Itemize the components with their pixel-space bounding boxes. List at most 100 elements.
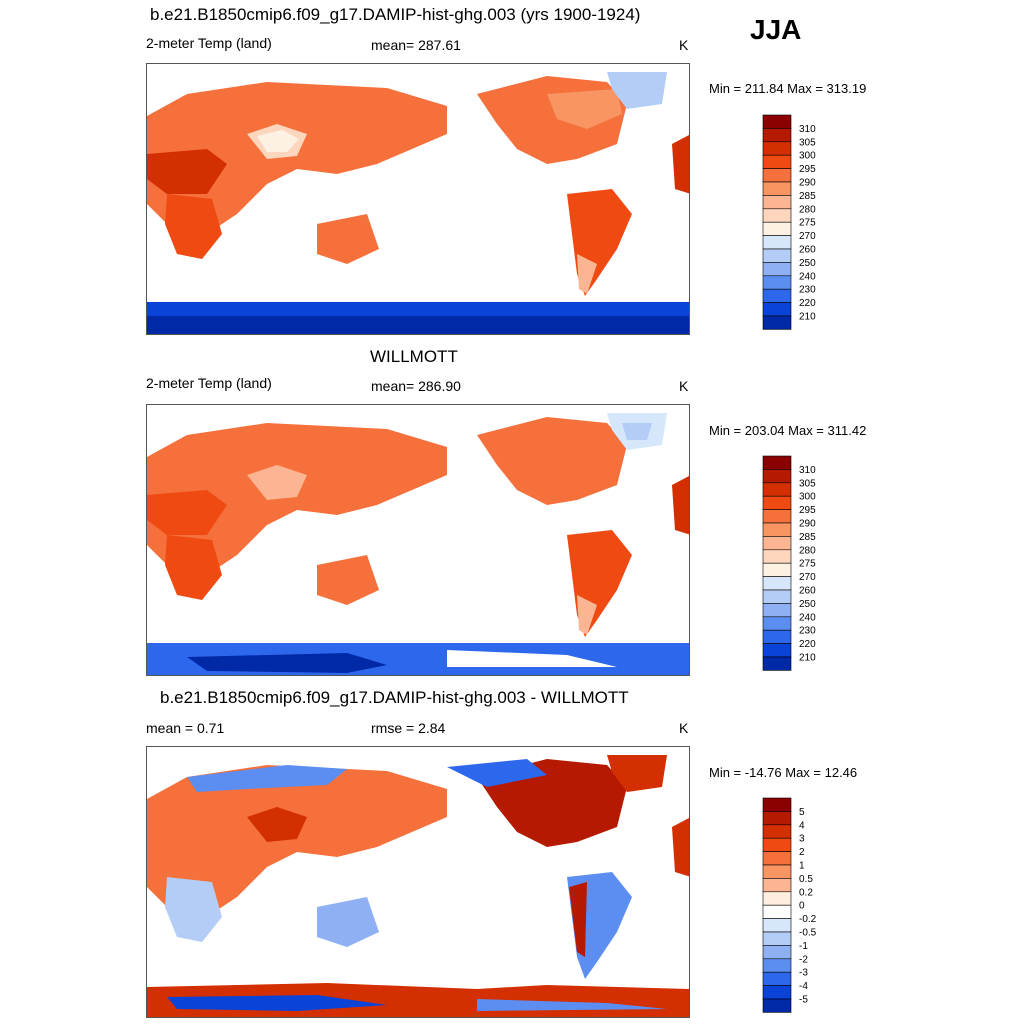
- panel-3-colorbar-swatch-3: [762, 837, 792, 852]
- panel-1-colorbar-swatch-14: [762, 302, 792, 317]
- panel-2-colorbar-label-10: 250: [799, 599, 816, 610]
- panel-2-colorbar-label-7: 275: [799, 559, 816, 570]
- panel-1-colorbar-label-1: 305: [799, 137, 816, 148]
- panel-3-colorbar-label-6: 0.2: [799, 887, 813, 898]
- panel-2-colorbar-label-2: 300: [799, 492, 816, 503]
- panel-1-minmax: Min = 211.84 Max = 313.19: [709, 81, 867, 96]
- panel-3-title: b.e21.B1850cmip6.f09_g17.DAMIP-hist-ghg.…: [160, 688, 629, 707]
- panel-1-colorbar-swatch-4: [762, 168, 792, 183]
- panel-2-map: [146, 404, 690, 676]
- panel-1-colorbar-label-10: 250: [799, 258, 816, 269]
- panel-2-colorbar-swatch-14: [762, 643, 792, 658]
- panel-1-units: K: [679, 37, 689, 53]
- panel-1-colorbar-label-12: 230: [799, 285, 816, 296]
- panel-1-map: [146, 63, 690, 335]
- panel-3-colorbar-label-11: -2: [799, 954, 808, 965]
- panel-2-colorbar-swatch-3: [762, 495, 792, 510]
- panel-2-colorbar-swatch-7: [762, 549, 792, 564]
- panel-3-colorbar-label-1: 4: [799, 820, 805, 831]
- panel-3-colorbar-swatch-12: [762, 958, 792, 973]
- panel-2-colorbar-swatch-8: [762, 562, 792, 577]
- panel-2-title: WILLMOTT: [370, 347, 458, 366]
- panel-1-colorbar-label-9: 260: [799, 245, 816, 256]
- panel-2-colorbar-swatch-15: [762, 656, 792, 671]
- panel-1-colorbar-label-3: 295: [799, 164, 816, 175]
- panel-2-colorbar-swatch-11: [762, 603, 792, 618]
- panel-3-colorbar-label-12: -3: [799, 968, 808, 979]
- panel-2-colorbar-swatch-5: [762, 522, 792, 537]
- panel-3-units: K: [679, 720, 689, 736]
- panel-3-map-field: [147, 755, 689, 1017]
- panel-2-colorbar-label-4: 290: [799, 519, 816, 530]
- panel-3-colorbar-label-13: -4: [799, 981, 808, 992]
- panel-1-colorbar-swatch-9: [762, 235, 792, 250]
- panel-3-colorbar-swatch-9: [762, 918, 792, 933]
- panel-3-colorbar-swatch-6: [762, 878, 792, 893]
- panel-3-colorbar-label-14: -5: [799, 995, 808, 1006]
- panel-2-colorbar-svg: 310 305 300 295 290 285 280 275 270 260 250 240 230 2…: [762, 455, 816, 671]
- panel-2-colorbar-swatch-6: [762, 536, 792, 551]
- panel-1-colorbar-swatch-8: [762, 221, 792, 236]
- panel-1-title: b.e21.B1850cmip6.f09_g17.DAMIP-hist-ghg.…: [150, 5, 641, 24]
- panel-1-colorbar-label-0: 310: [799, 124, 816, 135]
- panel-1-colorbar-label-8: 270: [799, 231, 816, 242]
- panel-2-colorbar-label-0: 310: [799, 465, 816, 476]
- panel-2-colorbar-swatch-2: [762, 482, 792, 497]
- panel-1-colorbar-swatch-11: [762, 262, 792, 277]
- panel-1-colorbar-swatch-1: [762, 128, 792, 143]
- panel-1-colorbar-label-11: 240: [799, 271, 816, 282]
- panel-1-mean-label: mean= 287.61: [371, 37, 461, 53]
- panel-1-colorbar-swatch-5: [762, 181, 792, 196]
- panel-3-colorbar-swatch-2: [762, 824, 792, 839]
- panel-3-minmax: Min = -14.76 Max = 12.46: [709, 765, 858, 780]
- panel-3-colorbar-swatch-11: [762, 945, 792, 960]
- panel-3-colorbar-swatch-8: [762, 904, 792, 919]
- panel-3-colorbar-swatch-4: [762, 851, 792, 866]
- panel-1-colorbar-swatch-0: [762, 114, 792, 129]
- panel-2-colorbar-swatch-9: [762, 576, 792, 591]
- panel-1-variable-label: 2-meter Temp (land): [146, 35, 272, 51]
- panel-1-colorbar-swatch-10: [762, 248, 792, 263]
- panel-1-colorbar-swatch-12: [762, 275, 792, 290]
- panel-3-colorbar-swatch-7: [762, 891, 792, 906]
- panel-3-colorbar-swatch-5: [762, 864, 792, 879]
- panel-3-colorbar-label-8: -0.2: [799, 914, 817, 925]
- panel-1-colorbar-label-5: 285: [799, 191, 816, 202]
- panel-2-colorbar-label-14: 210: [799, 653, 816, 664]
- panel-1-colorbar-svg: 310 305 300 295 290 285 280 275 270 260 250 240 230 2…: [762, 114, 816, 330]
- panel-3-colorbar-label-9: -0.5: [799, 928, 817, 939]
- panel-2-variable-label: 2-meter Temp (land): [146, 375, 272, 391]
- panel-2-colorbar-label-6: 280: [799, 545, 816, 556]
- panel-3-colorbar-label-0: 5: [799, 807, 805, 818]
- panel-1-colorbar: 310 305 300 295 290 285 280 275 270 260 250 240 230 2…: [762, 114, 816, 330]
- panel-3-mean-label: mean = 0.71: [146, 720, 225, 736]
- panel-2-colorbar-label-13: 220: [799, 639, 816, 650]
- panel-2-colorbar-label-3: 295: [799, 505, 816, 516]
- panel-3-colorbar-swatch-15: [762, 998, 792, 1013]
- panel-2-map-field: [147, 413, 689, 675]
- panel-1-colorbar-swatch-7: [762, 208, 792, 223]
- panel-3-rmse-label: rmse = 2.84: [371, 720, 446, 736]
- panel-2-colorbar-label-1: 305: [799, 478, 816, 489]
- panel-2-colorbar-label-11: 240: [799, 612, 816, 623]
- panel-3-colorbar-label-4: 1: [799, 861, 805, 872]
- panel-2-colorbar: 310 305 300 295 290 285 280 275 270 260 250 240 230 2…: [762, 455, 816, 671]
- panel-2-colorbar-label-9: 260: [799, 586, 816, 597]
- panel-1-colorbar-swatch-15: [762, 315, 792, 330]
- panel-2-colorbar-swatch-10: [762, 589, 792, 604]
- panel-3-colorbar-label-3: 2: [799, 847, 805, 858]
- panel-1-colorbar-label-7: 275: [799, 218, 816, 229]
- panel-1-colorbar-label-14: 210: [799, 312, 816, 323]
- panel-2-mean-label: mean= 286.90: [371, 378, 461, 394]
- panel-3-colorbar-swatch-10: [762, 931, 792, 946]
- panel-3-colorbar-swatch-0: [762, 797, 792, 812]
- panel-3-colorbar-swatch-14: [762, 985, 792, 1000]
- panel-2-colorbar-label-12: 230: [799, 626, 816, 637]
- season-label: JJA: [750, 14, 802, 45]
- panel-2-colorbar-swatch-1: [762, 469, 792, 484]
- panel-2-units: K: [679, 378, 689, 394]
- panel-2-colorbar-swatch-0: [762, 455, 792, 470]
- panel-3-colorbar-label-5: 0.5: [799, 874, 813, 885]
- panel-3-colorbar: 5 4 3 2 1 0.5 0.2 0 -0.2 -0.5 -1 -2 -3 -4 -5: [762, 797, 817, 1013]
- panel-3-colorbar-svg: 5 4 3 2 1 0.5 0.2 0 -0.2 -0.5 -1 -2 -3 -4 -5: [762, 797, 817, 1013]
